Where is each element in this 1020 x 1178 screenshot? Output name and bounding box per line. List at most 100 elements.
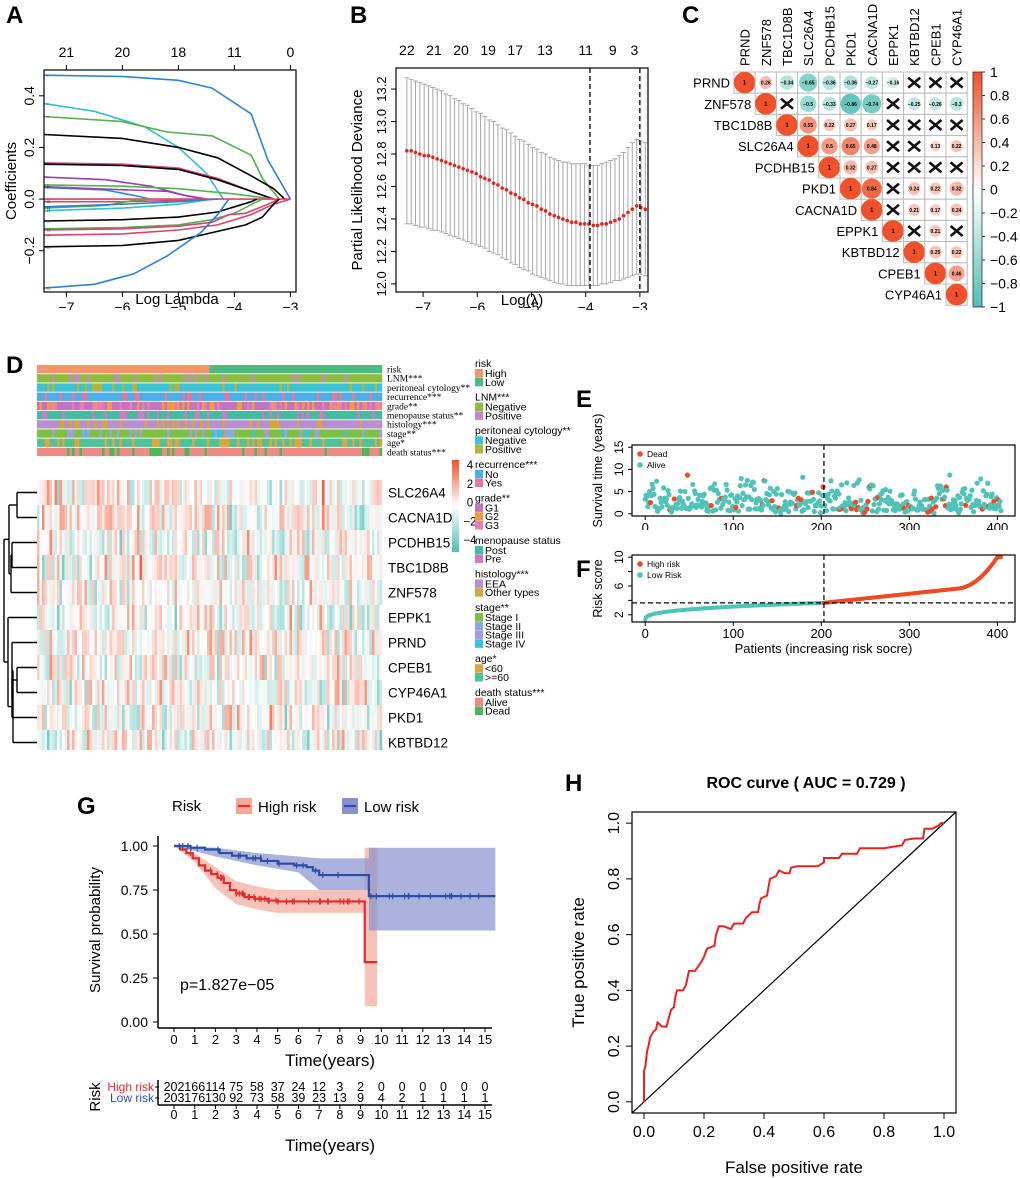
annotation-cell [359,438,363,447]
heatmap-cell [62,655,65,680]
annotation-cell [127,447,130,457]
heatmap-cell [299,705,303,730]
heatmap-cell [84,530,88,555]
heatmap-cell [297,680,300,705]
annotation-cell [224,401,228,411]
heatmap-cell [107,705,110,730]
heatmap-cell [124,505,128,530]
heatmap-cell [137,480,140,505]
heatmap-cell [369,505,373,530]
heatmap-cell [234,655,238,680]
annotation-cell [109,447,113,457]
heatmap-cell [142,630,145,655]
annotation-cell [154,411,158,420]
heatmap-cell [337,655,340,680]
y-tick-label: 0.75 [121,882,148,898]
heatmap-cell [137,655,140,680]
annotation-cell [209,429,213,438]
heatmap-cell [129,655,133,680]
annotation-cell [357,411,360,420]
annotation-cell [357,447,360,457]
annotation-cell [109,365,113,374]
heatmap-cell [377,680,380,705]
heatmap-cell [174,580,178,605]
alive-point [767,485,773,491]
heatmap-cell [314,555,318,580]
heatmap-cell [289,655,293,680]
panel-label-h: H [565,770,583,797]
heatmap-cell [302,505,305,530]
annotation-cell [337,447,340,457]
heatmap-cell [89,605,93,630]
heatmap-cell [262,505,265,530]
annotation-cell [132,411,135,420]
heatmap-cell [377,505,380,530]
heatmap-cell [322,630,325,655]
x-tick-label: 4 [253,1032,260,1047]
y-tick-label: 12.6 [374,174,389,199]
annotation-cell [204,383,208,392]
annotation-cell [259,374,263,383]
heatmap-cell [79,705,83,730]
annotation-cell [232,401,235,411]
y-tick-label: 0.25 [121,970,148,986]
heatmap-cell [224,505,228,530]
x-axis-label: Time(years) [285,1051,375,1070]
annotation-cell [379,411,383,420]
heatmap-cell [242,730,245,750]
annotation-cell [247,438,250,447]
heatmap-cell [89,555,93,580]
heatmap-cell [264,655,268,680]
annotation-cell [172,438,175,447]
mean-point [448,161,452,166]
corr-value: −0.3 [952,102,962,108]
annotation-cell [377,365,380,374]
colorbar-label: 1 [990,64,998,80]
annotation-cell [254,374,258,383]
annotation-cell [107,447,110,457]
alive-point [701,491,707,497]
heatmap-cell [262,530,265,555]
annotation-cell [214,438,218,447]
heatmap-cell [142,605,145,630]
annotation-cell [369,383,373,392]
annotation-cell [114,438,118,447]
heatmap-cell [124,480,128,505]
heatmap-cell [302,555,305,580]
heatmap-cell [289,480,293,505]
annotation-cell [329,374,333,383]
heatmap-cell [124,730,128,750]
heatmap-cell [217,705,220,730]
legend-swatch [475,554,483,564]
heatmap-cell [129,680,133,705]
heatmap-cell [279,530,283,555]
annotation-cell [224,438,228,447]
annotation-cell [57,429,60,438]
heatmap-cell [249,580,253,605]
heatmap-cell [317,705,320,730]
panel-label-g: G [77,793,96,820]
annotation-cell [152,374,155,383]
heatmap-cell [267,580,270,605]
heatmap-cell [332,605,335,630]
annotation-cell [319,383,323,392]
alive-point [936,491,942,497]
annotation-cell [42,401,45,411]
heatmap-cell [184,680,188,705]
heatmap-cell [39,730,43,750]
heatmap-cell [189,730,193,750]
heatmap-cell [177,480,180,505]
annotation-cell [139,447,143,457]
annotation-cell [324,383,328,392]
legend-marker [637,462,643,468]
corr-value: 0.22 [825,123,835,129]
annotation-cell [117,447,120,457]
annotation-cell [189,392,193,401]
annotation-cell [337,383,340,392]
heatmap-cell [132,555,135,580]
annotation-cell [284,374,288,383]
annotation-cell [227,420,230,429]
heatmap-cell [357,680,360,705]
x-tick-label: −7 [415,299,431,310]
heatmap-cell [347,655,350,680]
